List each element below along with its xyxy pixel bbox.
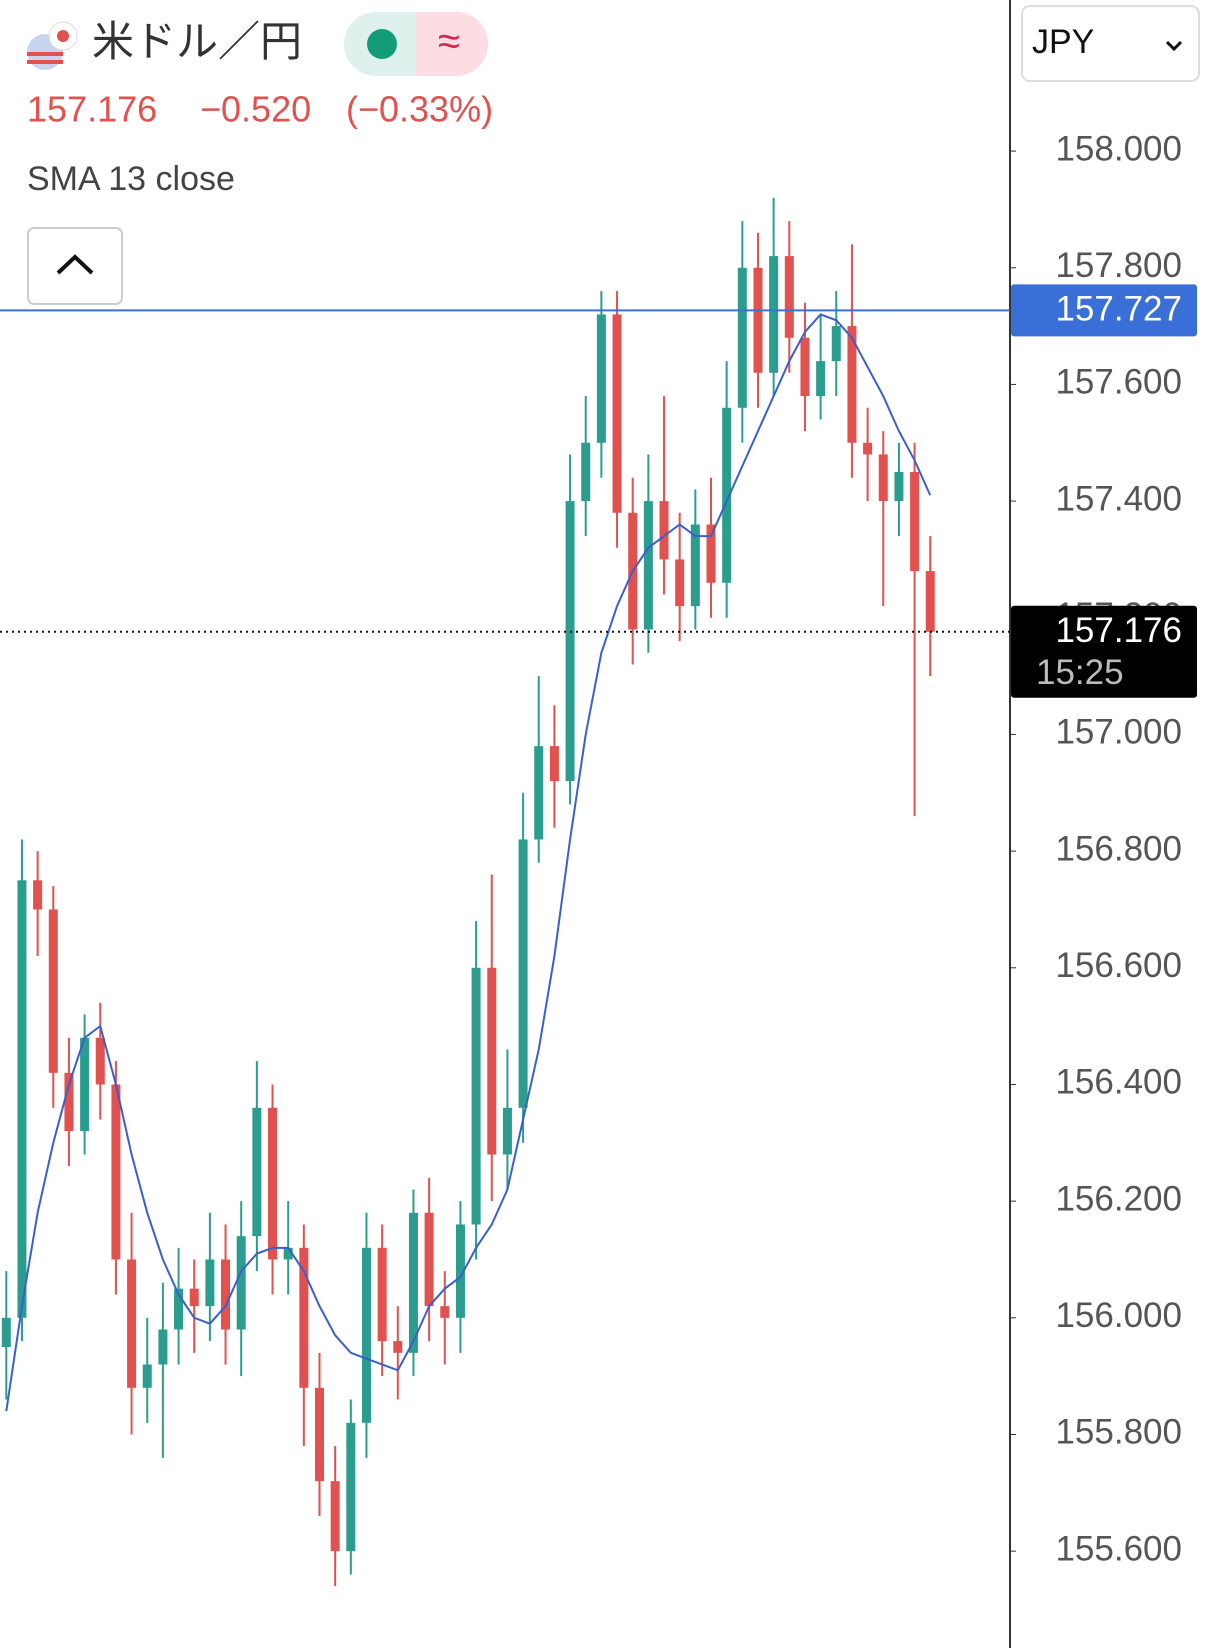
currency-select[interactable]: JPY <box>1021 5 1200 82</box>
candle-body <box>549 746 559 782</box>
candle-body <box>393 1341 403 1353</box>
y-tick-label: 156.200 <box>1055 1179 1182 1218</box>
candle-body <box>142 1364 152 1388</box>
y-tick-label: 158.000 <box>1055 129 1182 168</box>
candle-body <box>377 1247 387 1342</box>
candle-body <box>816 361 826 397</box>
candle-body <box>878 454 888 502</box>
candle-body <box>800 337 810 397</box>
y-axis: 155.600 155.800 156.000 156.200 156.400 156.6… <box>1010 129 1182 1568</box>
candle-body <box>565 501 575 782</box>
candle-body <box>643 501 653 630</box>
candle-body <box>753 267 763 373</box>
candle-body <box>174 1288 184 1330</box>
collapse-button[interactable] <box>27 227 123 305</box>
candle-body <box>675 559 685 607</box>
candle-body <box>424 1212 434 1307</box>
candle-body <box>252 1107 262 1237</box>
candle-body <box>706 524 716 583</box>
last-price: 157.176 <box>27 89 157 130</box>
y-tick-label: 157.000 <box>1055 713 1182 752</box>
candle-body <box>111 1084 121 1260</box>
candle-body <box>236 1236 246 1330</box>
candle-body <box>910 471 920 572</box>
svg-text:≈: ≈ <box>438 20 460 64</box>
candle-body <box>361 1247 371 1423</box>
candle-body <box>408 1212 418 1353</box>
candle-body <box>33 880 43 910</box>
candle-body <box>612 314 622 513</box>
y-tick-label: 157.400 <box>1055 479 1182 518</box>
candles <box>1 197 935 1587</box>
candle-body <box>268 1107 278 1260</box>
candle-body <box>189 1288 199 1307</box>
candle-body <box>471 967 481 1225</box>
price-change-pct: (−0.33%) <box>346 89 493 130</box>
candle-body <box>17 880 27 1318</box>
y-tick-label: 157.800 <box>1055 246 1182 285</box>
candle-body <box>831 326 841 362</box>
price-line-tag <box>1011 284 1197 337</box>
candle-body <box>784 256 794 338</box>
symbol-title: 米ドル／円 <box>92 18 302 65</box>
candle-body <box>440 1306 450 1318</box>
candle-body <box>863 442 873 455</box>
price-change: −0.520 <box>200 89 311 130</box>
candle-body <box>737 267 747 408</box>
sma-line <box>5 313 932 1412</box>
candle-body <box>80 1037 90 1132</box>
last-time-label: 15:25 <box>1036 653 1124 692</box>
candle-body <box>925 571 935 632</box>
candle-body <box>502 1107 512 1155</box>
candle-body <box>205 1259 215 1307</box>
y-tick-label: 156.000 <box>1055 1296 1182 1335</box>
candle-body <box>596 314 606 443</box>
candle-body <box>659 501 669 560</box>
candle-body <box>690 524 700 607</box>
candle-body <box>283 1247 293 1260</box>
last-price-label: 157.176 <box>1055 611 1182 650</box>
symbol-icon <box>27 21 78 70</box>
candle-body <box>518 839 528 1108</box>
candle-body <box>894 471 904 502</box>
candle-body <box>769 256 779 373</box>
candle-body <box>847 326 857 443</box>
candle-body <box>581 442 591 502</box>
y-tick-label: 155.800 <box>1055 1413 1182 1452</box>
candle-body <box>330 1481 340 1552</box>
candle-body <box>127 1259 137 1388</box>
candle-body <box>158 1329 168 1365</box>
y-tick-label: 156.800 <box>1055 829 1182 868</box>
candle-body <box>221 1259 231 1330</box>
y-tick-label: 157.600 <box>1055 363 1182 402</box>
status-badge: ≈ <box>344 12 488 76</box>
candle-body <box>95 1037 105 1085</box>
candle-body <box>455 1224 465 1318</box>
candle-body <box>48 909 58 1073</box>
candle-body <box>1 1317 11 1347</box>
currency-label: JPY <box>1032 23 1094 61</box>
candle-body <box>722 407 732 583</box>
candle-body <box>534 746 544 840</box>
price-line-label: 157.727 <box>1055 290 1182 329</box>
last-price-tag <box>1011 605 1197 698</box>
candle-body <box>315 1387 324 1482</box>
indicator-label: SMA 13 close <box>27 160 235 198</box>
candle-body <box>487 967 497 1155</box>
y-tick-label: 156.600 <box>1055 946 1182 985</box>
candle-body <box>64 1072 74 1132</box>
y-tick-label: 155.600 <box>1055 1529 1182 1568</box>
candle-body <box>346 1422 356 1552</box>
y-tick-label: 156.400 <box>1055 1063 1182 1102</box>
candle-body <box>299 1247 309 1388</box>
